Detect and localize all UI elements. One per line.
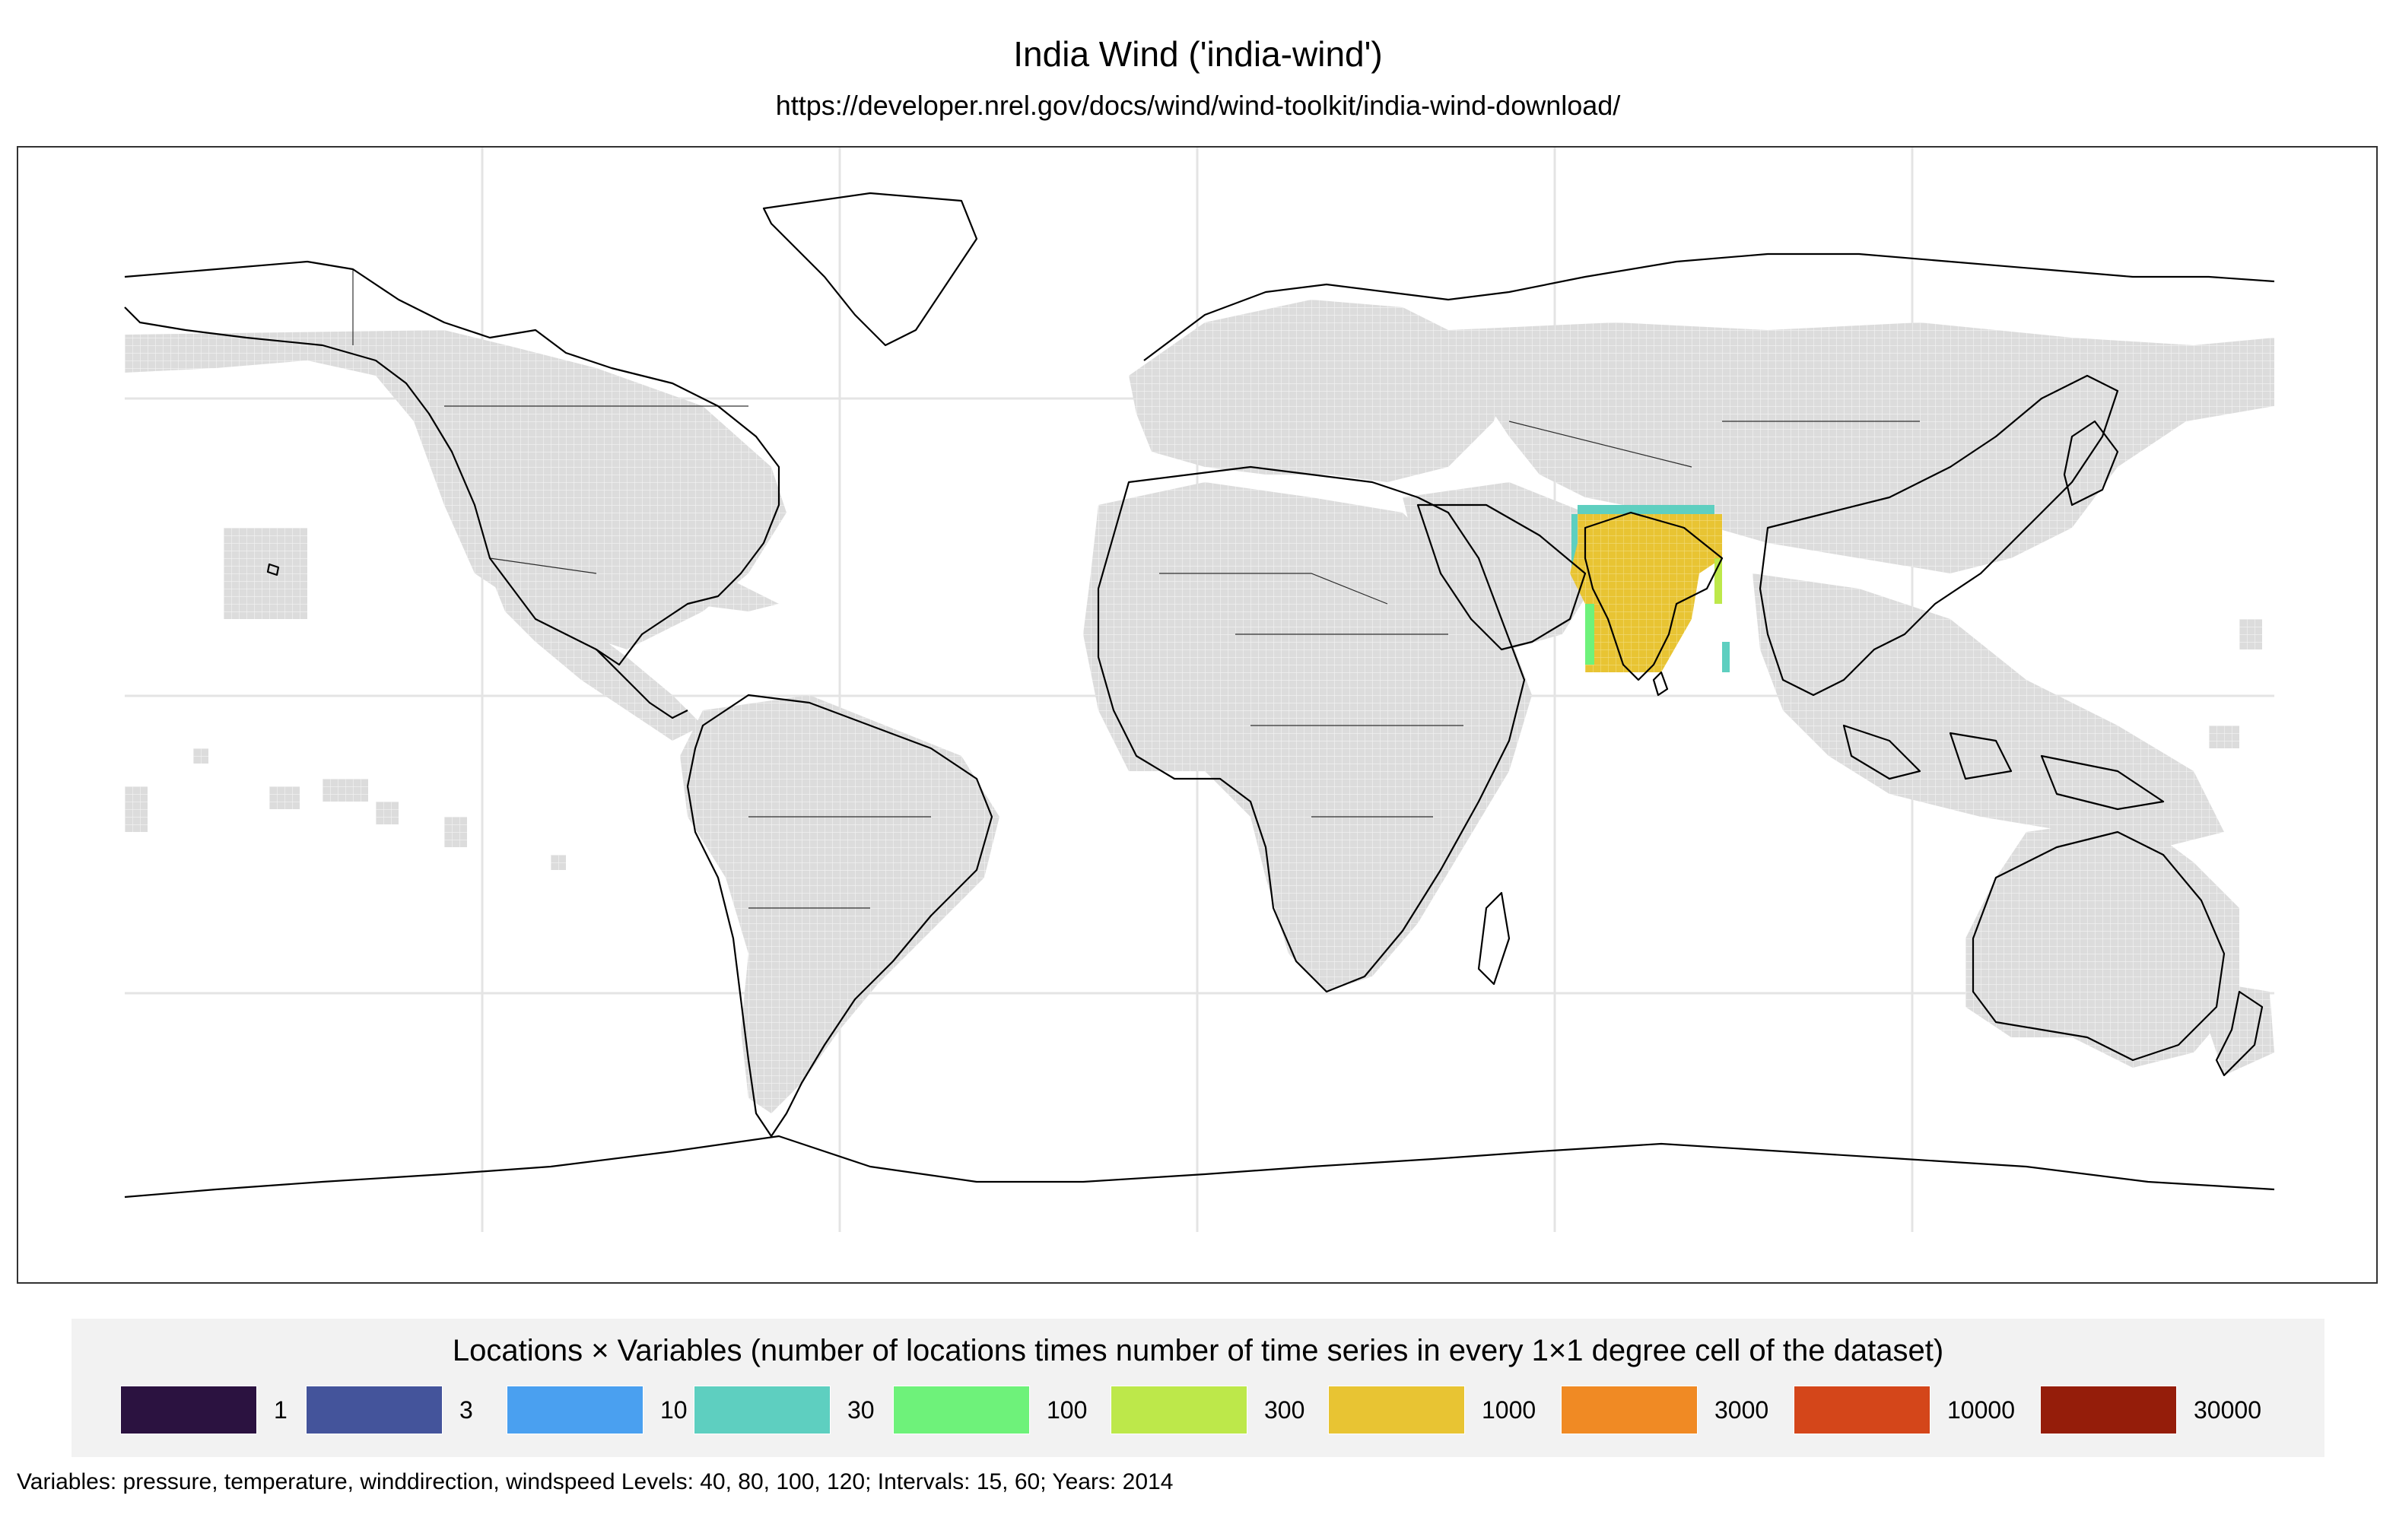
legend-swatch bbox=[507, 1386, 643, 1434]
country-borders bbox=[352, 269, 1920, 909]
legend-swatch bbox=[1111, 1386, 1247, 1434]
legend-swatch bbox=[120, 1386, 257, 1434]
legend-label: 3000 bbox=[1714, 1396, 1769, 1424]
legend-swatch bbox=[1561, 1386, 1698, 1434]
legend-label: 30 bbox=[847, 1396, 875, 1424]
legend-label: 30000 bbox=[2194, 1396, 2261, 1424]
world-map bbox=[124, 148, 2275, 1232]
caption: Variables: pressure, temperature, winddi… bbox=[17, 1469, 1174, 1494]
legend-title: Locations × Variables (number of locatio… bbox=[452, 1334, 1944, 1367]
legend-swatch bbox=[1328, 1386, 1465, 1434]
legend-label: 10 bbox=[660, 1396, 688, 1424]
legend-swatch bbox=[893, 1386, 1030, 1434]
legend-label: 100 bbox=[1047, 1396, 1088, 1424]
coastlines bbox=[124, 192, 2275, 1199]
legend: Locations × Variables (number of locatio… bbox=[71, 1319, 2325, 1457]
map-panel bbox=[17, 146, 2378, 1284]
legend-swatch bbox=[2040, 1386, 2177, 1434]
legend-label: 3 bbox=[459, 1396, 473, 1424]
legend-label: 10000 bbox=[1947, 1396, 2015, 1424]
india-dataset-cells bbox=[1570, 505, 1730, 672]
legend-label: 1000 bbox=[1482, 1396, 1536, 1424]
chart-subtitle: https://developer.nrel.gov/docs/wind/win… bbox=[775, 90, 1621, 121]
legend-label: 300 bbox=[1264, 1396, 1305, 1424]
legend-label: 1 bbox=[274, 1396, 288, 1424]
legend-swatch bbox=[1794, 1386, 1930, 1434]
legend-swatch bbox=[306, 1386, 443, 1434]
legend-swatch bbox=[694, 1386, 831, 1434]
chart-title: India Wind ('india-wind') bbox=[1013, 34, 1383, 74]
